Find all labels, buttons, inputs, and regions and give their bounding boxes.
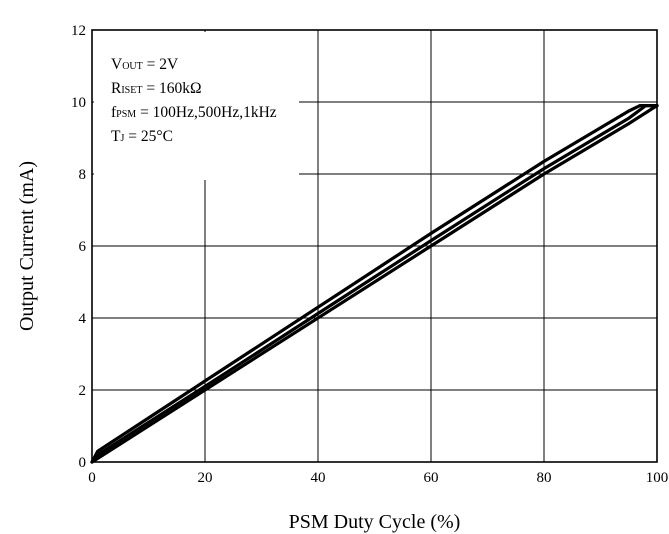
y-tick-label: 10 bbox=[71, 95, 86, 111]
y-tick-label: 6 bbox=[79, 239, 87, 255]
y-axis-label: Output Current (mA) bbox=[16, 161, 38, 331]
x-tick-label: 60 bbox=[424, 470, 439, 486]
y-tick-label: 12 bbox=[71, 23, 86, 39]
y-tick-labels: 0 2 4 6 8 10 12 bbox=[71, 23, 87, 471]
y-tick-label: 0 bbox=[79, 455, 87, 471]
x-tick-label: 40 bbox=[311, 470, 326, 486]
x-tick-label: 100 bbox=[646, 470, 669, 486]
x-tick-label: 0 bbox=[88, 470, 96, 486]
series-line-3 bbox=[90, 104, 659, 464]
y-tick-label: 8 bbox=[79, 167, 87, 183]
conditions-annotation: VOUT = 2V RISET = 160kΩ fPSM = 100Hz,500Hz… bbox=[94, 32, 299, 180]
x-tick-label: 20 bbox=[198, 470, 213, 486]
y-tick-label: 4 bbox=[79, 311, 87, 327]
annotation-line: VOUT = 2V bbox=[111, 56, 179, 73]
annotation-line: RISET = 160kΩ bbox=[111, 80, 201, 97]
series-lines bbox=[90, 104, 659, 464]
plot-frame bbox=[91, 29, 658, 463]
annotation-line: TJ = 25°C bbox=[111, 128, 173, 145]
x-axis-label: PSM Duty Cycle (%) bbox=[289, 511, 461, 533]
annotation-line: fPSM = 100Hz,500Hz,1kHz bbox=[111, 104, 277, 121]
x-tick-labels: 0 20 40 60 80 100 bbox=[88, 470, 668, 486]
series-line-1 bbox=[90, 104, 659, 464]
y-tick-label: 2 bbox=[79, 383, 87, 399]
annotation-background bbox=[94, 32, 299, 180]
series-line-2 bbox=[90, 104, 659, 464]
x-tick-label: 80 bbox=[537, 470, 552, 486]
